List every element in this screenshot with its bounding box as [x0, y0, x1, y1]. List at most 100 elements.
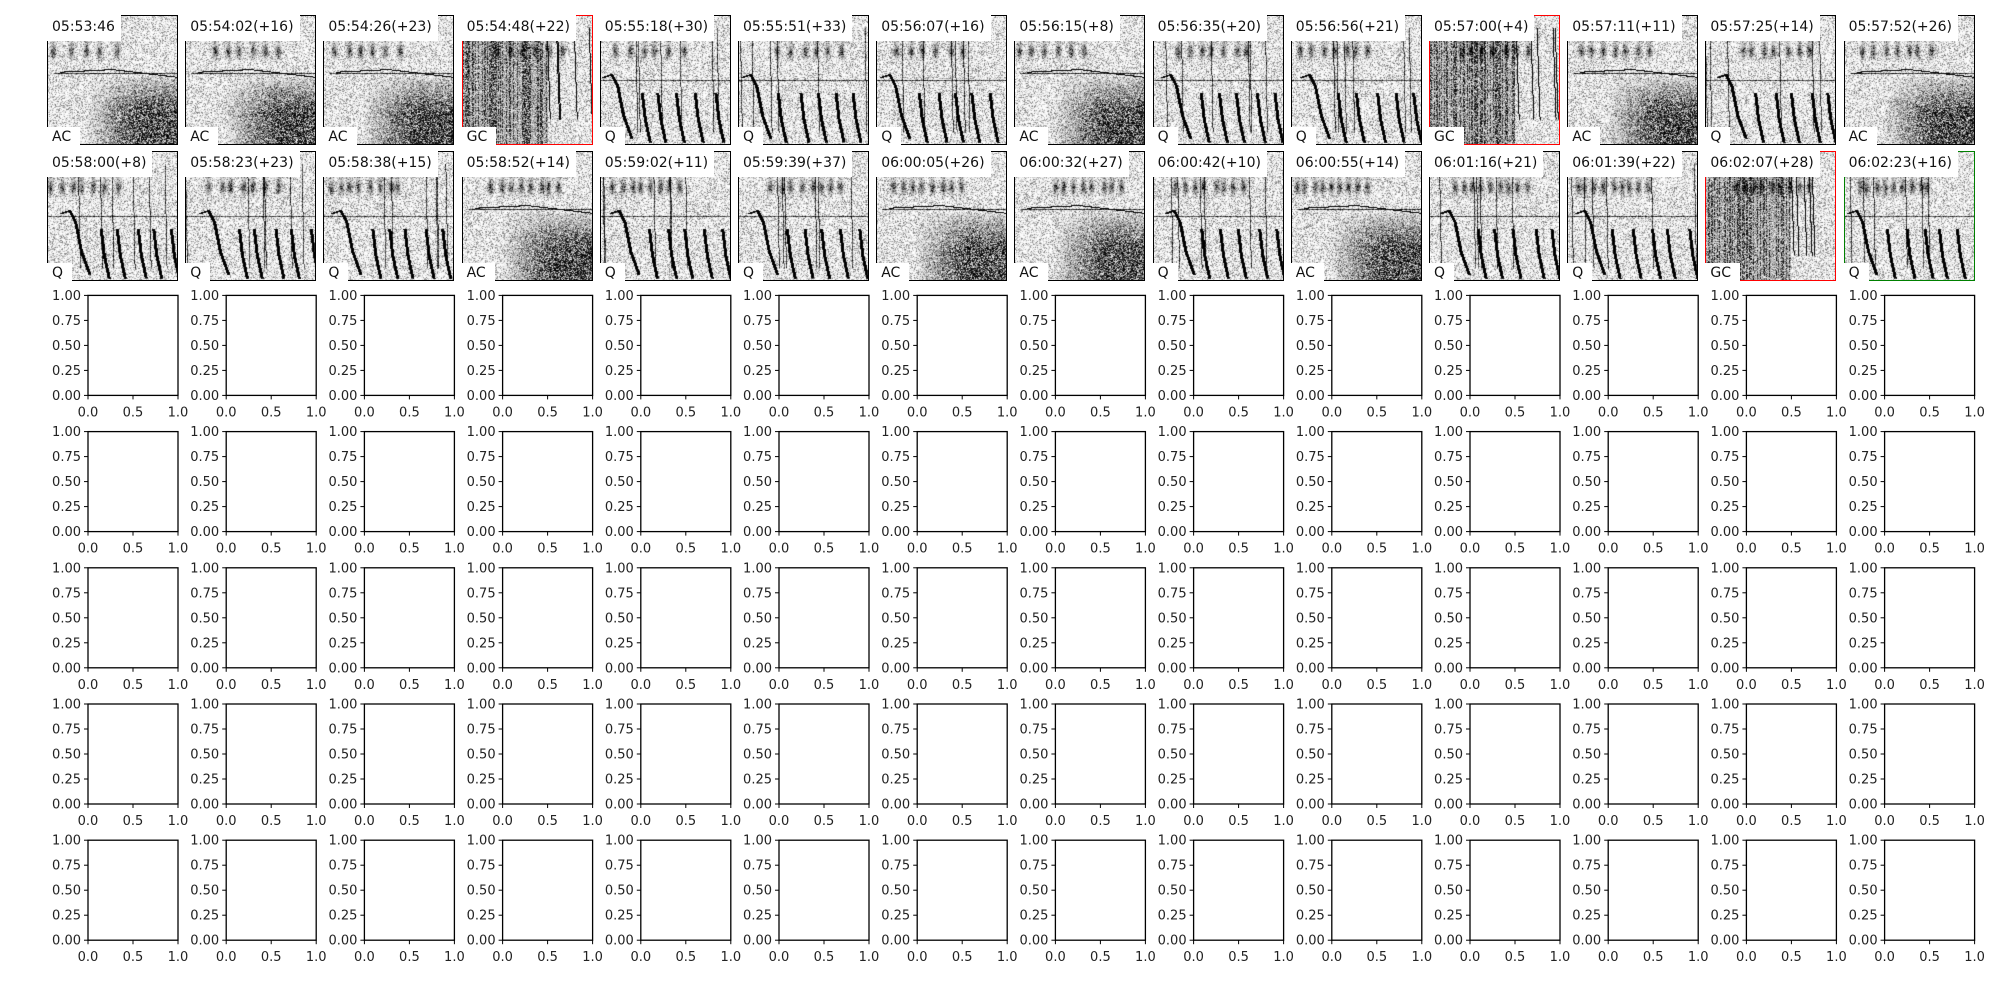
empty-axes-frame: [1469, 430, 1561, 533]
empty-axes-frame: [1883, 703, 1976, 805]
y-tick-label: 0.50: [1296, 884, 1325, 899]
empty-axes-frame: [640, 567, 732, 669]
y-tick-label: 1.00: [743, 698, 772, 713]
y-tick-label: 1.00: [190, 698, 219, 713]
y-tick-label: 0.75: [881, 314, 910, 329]
y-tick-label: 0.50: [605, 884, 634, 899]
empty-axes-frame: [778, 567, 870, 669]
y-tick-label: 1.00: [328, 561, 357, 576]
y-tick-label: 0.00: [1434, 934, 1463, 949]
empty-axes-frame: [501, 839, 594, 941]
empty-axes-frame: [778, 430, 870, 533]
spectrogram-panel: 05:54:02(+16) AC: [185, 15, 317, 145]
x-tick-label: 0.5: [675, 950, 696, 965]
y-tick-label: 0.25: [467, 909, 496, 924]
x-tick-label: 0.0: [1598, 405, 1619, 420]
y-tick-label: 1.00: [881, 698, 910, 713]
x-tick-label: 0.5: [1643, 814, 1664, 829]
x-tick-label: 0.5: [1919, 950, 1940, 965]
x-tick-label: 1.0: [1688, 542, 1709, 557]
y-tick-label: 0.75: [328, 314, 357, 329]
y-tick-label: 0.00: [881, 934, 910, 949]
y-tick-label: 0.00: [1572, 798, 1601, 813]
y-tick-label: 0.75: [1296, 723, 1325, 738]
x-tick-label: 1.0: [997, 814, 1018, 829]
y-tick-label: 0.00: [1019, 661, 1048, 676]
class-label: Q: [47, 263, 73, 282]
empty-axes-frame: [1331, 839, 1423, 941]
y-tick-label: 0.50: [1158, 884, 1187, 899]
x-tick-label: 0.0: [1183, 814, 1204, 829]
y-tick-label: 0.50: [881, 748, 910, 763]
y-tick-label: 0.25: [328, 636, 357, 651]
y-tick-label: 1.00: [190, 834, 219, 849]
y-tick-label: 0.00: [1849, 934, 1878, 949]
x-tick-label: 0.0: [769, 950, 790, 965]
y-tick-label: 0.00: [52, 798, 81, 813]
y-tick-label: 0.25: [1296, 500, 1325, 515]
y-tick-label: 1.00: [1434, 561, 1463, 576]
x-tick-label: 1.0: [444, 405, 465, 420]
y-tick-label: 0.25: [1572, 909, 1601, 924]
y-tick-label: 0.25: [1158, 364, 1187, 379]
empty-axes-frame: [1745, 839, 1838, 941]
y-tick-label: 0.75: [1019, 586, 1048, 601]
x-tick-label: 0.5: [1228, 950, 1249, 965]
x-tick-label: 0.5: [814, 814, 835, 829]
y-tick-label: 0.75: [881, 586, 910, 601]
y-tick-label: 0.75: [1572, 859, 1601, 874]
x-tick-label: 0.5: [537, 950, 558, 965]
x-tick-label: 1.0: [1688, 678, 1709, 693]
empty-axes-frame: [1607, 567, 1699, 669]
x-tick-label: 0.0: [1874, 542, 1895, 557]
y-tick-label: 0.50: [328, 475, 357, 490]
x-tick-label: 0.0: [354, 814, 375, 829]
x-tick-label: 0.5: [1090, 405, 1111, 420]
y-tick-label: 0.50: [1849, 339, 1878, 354]
y-tick-label: 1.00: [1572, 289, 1601, 304]
x-tick-label: 0.0: [1045, 542, 1066, 557]
class-label: GC: [1705, 263, 1741, 282]
y-tick-label: 0.75: [1849, 450, 1878, 465]
y-tick-label: 0.50: [1019, 339, 1048, 354]
y-tick-label: 0.00: [1158, 389, 1187, 404]
x-tick-label: 0.0: [1874, 405, 1895, 420]
y-tick-label: 1.00: [881, 561, 910, 576]
spectrogram-panel: 06:02:23(+16) Q: [1843, 151, 1975, 282]
y-tick-label: 1.00: [605, 698, 634, 713]
x-tick-label: 0.0: [1874, 814, 1895, 829]
y-tick-label: 0.00: [605, 798, 634, 813]
x-tick-label: 0.0: [1736, 405, 1757, 420]
x-tick-label: 1.0: [168, 814, 189, 829]
y-tick-label: 1.00: [52, 698, 81, 713]
x-tick-label: 1.0: [1273, 950, 1294, 965]
y-tick-label: 0.25: [52, 364, 81, 379]
x-tick-label: 1.0: [859, 405, 880, 420]
x-tick-label: 0.5: [261, 405, 282, 420]
x-tick-label: 0.5: [1366, 405, 1387, 420]
x-tick-label: 0.5: [261, 678, 282, 693]
y-tick-label: 1.00: [881, 425, 910, 440]
y-tick-label: 0.00: [881, 389, 910, 404]
y-tick-label: 0.00: [1296, 798, 1325, 813]
y-tick-label: 0.00: [328, 661, 357, 676]
empty-axes-frame: [1331, 430, 1423, 533]
spectrogram-panel: 05:56:07(+16) Q: [876, 15, 1008, 145]
y-tick-label: 0.00: [1572, 389, 1601, 404]
y-tick-label: 0.75: [1434, 450, 1463, 465]
empty-axes-frame: [363, 703, 456, 805]
y-tick-label: 0.00: [1434, 389, 1463, 404]
y-tick-label: 1.00: [1434, 834, 1463, 849]
y-tick-label: 0.75: [743, 586, 772, 601]
y-tick-label: 1.00: [1019, 561, 1048, 576]
y-tick-label: 0.50: [1710, 339, 1739, 354]
y-tick-label: 0.50: [1158, 475, 1187, 490]
empty-axes-frame: [1192, 839, 1285, 941]
empty-axes-frame: [1331, 567, 1423, 669]
y-tick-label: 0.00: [467, 934, 496, 949]
y-tick-label: 0.00: [1158, 934, 1187, 949]
empty-axes-frame: [778, 703, 870, 805]
y-tick-label: 0.25: [1296, 773, 1325, 788]
x-tick-label: 1.0: [1411, 542, 1432, 557]
class-label: Q: [1290, 127, 1316, 145]
